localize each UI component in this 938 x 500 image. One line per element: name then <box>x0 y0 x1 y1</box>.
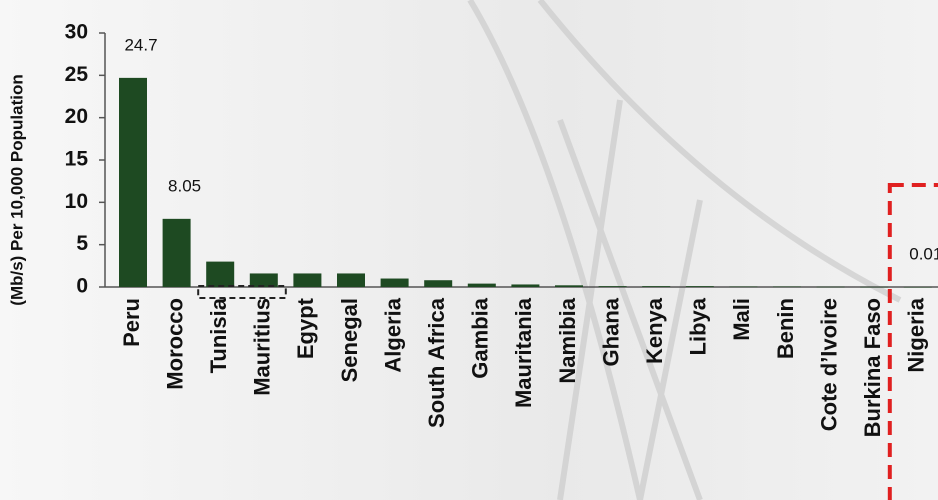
y-tick-label: 5 <box>76 232 88 255</box>
x-tick-label: Nigeria <box>904 297 929 372</box>
x-tick-label: Egypt <box>293 297 318 359</box>
bar <box>249 273 278 287</box>
bar <box>642 286 671 287</box>
x-tick-label: Gambia <box>468 297 493 378</box>
x-tick-label: Morocco <box>162 298 187 390</box>
y-tick-label: 0 <box>76 275 88 298</box>
x-tick-label: Peru <box>119 298 144 347</box>
highlight-box <box>197 285 287 299</box>
bar <box>555 285 583 287</box>
y-tick-label: 25 <box>65 63 89 86</box>
x-tick-label: Namibia <box>555 297 580 383</box>
bar <box>729 286 758 288</box>
highlight-box <box>887 183 938 500</box>
bar <box>424 280 453 287</box>
y-tick-label: 10 <box>65 190 88 213</box>
bar <box>773 286 801 288</box>
bar <box>206 261 235 287</box>
bar <box>816 286 845 288</box>
bar <box>337 273 365 287</box>
value-label: 8.05 <box>168 176 201 195</box>
value-label: 0.01 <box>909 244 938 263</box>
y-tick-label: 30 <box>65 21 88 44</box>
x-tick-label: Cote d’Ivoire <box>816 298 841 431</box>
x-tick-label: Senegal <box>337 298 362 382</box>
x-tick-label: Mali <box>729 298 754 341</box>
x-tick-label: Algeria <box>380 297 405 372</box>
x-tick-label: Benin <box>773 298 798 359</box>
bar <box>467 283 496 287</box>
bar <box>380 278 409 287</box>
x-tick-label: Ghana <box>598 297 623 366</box>
value-label: 24.7 <box>124 35 157 54</box>
bar <box>162 218 191 287</box>
x-tick-label: Kenya <box>642 297 667 364</box>
y-tick-label: 20 <box>65 105 88 128</box>
x-tick-label: Tunisia <box>206 297 231 373</box>
x-tick-label: Mauritania <box>511 297 536 408</box>
bar <box>903 286 932 288</box>
bar <box>511 284 540 287</box>
x-tick-label: Libya <box>686 297 711 355</box>
bar <box>685 286 714 287</box>
x-tick-label: Mauritius <box>250 298 275 396</box>
bar <box>598 286 627 287</box>
tower-backdrop <box>467 0 902 500</box>
bar <box>293 273 322 287</box>
y-axis-label: (Mb/s) Per 10,000 Population <box>7 74 26 305</box>
x-tick-label: South Africa <box>424 297 449 428</box>
y-tick-label: 15 <box>65 148 89 171</box>
bar <box>119 77 147 287</box>
bar <box>860 286 889 288</box>
x-tick-label: Burkina Faso <box>860 298 885 437</box>
